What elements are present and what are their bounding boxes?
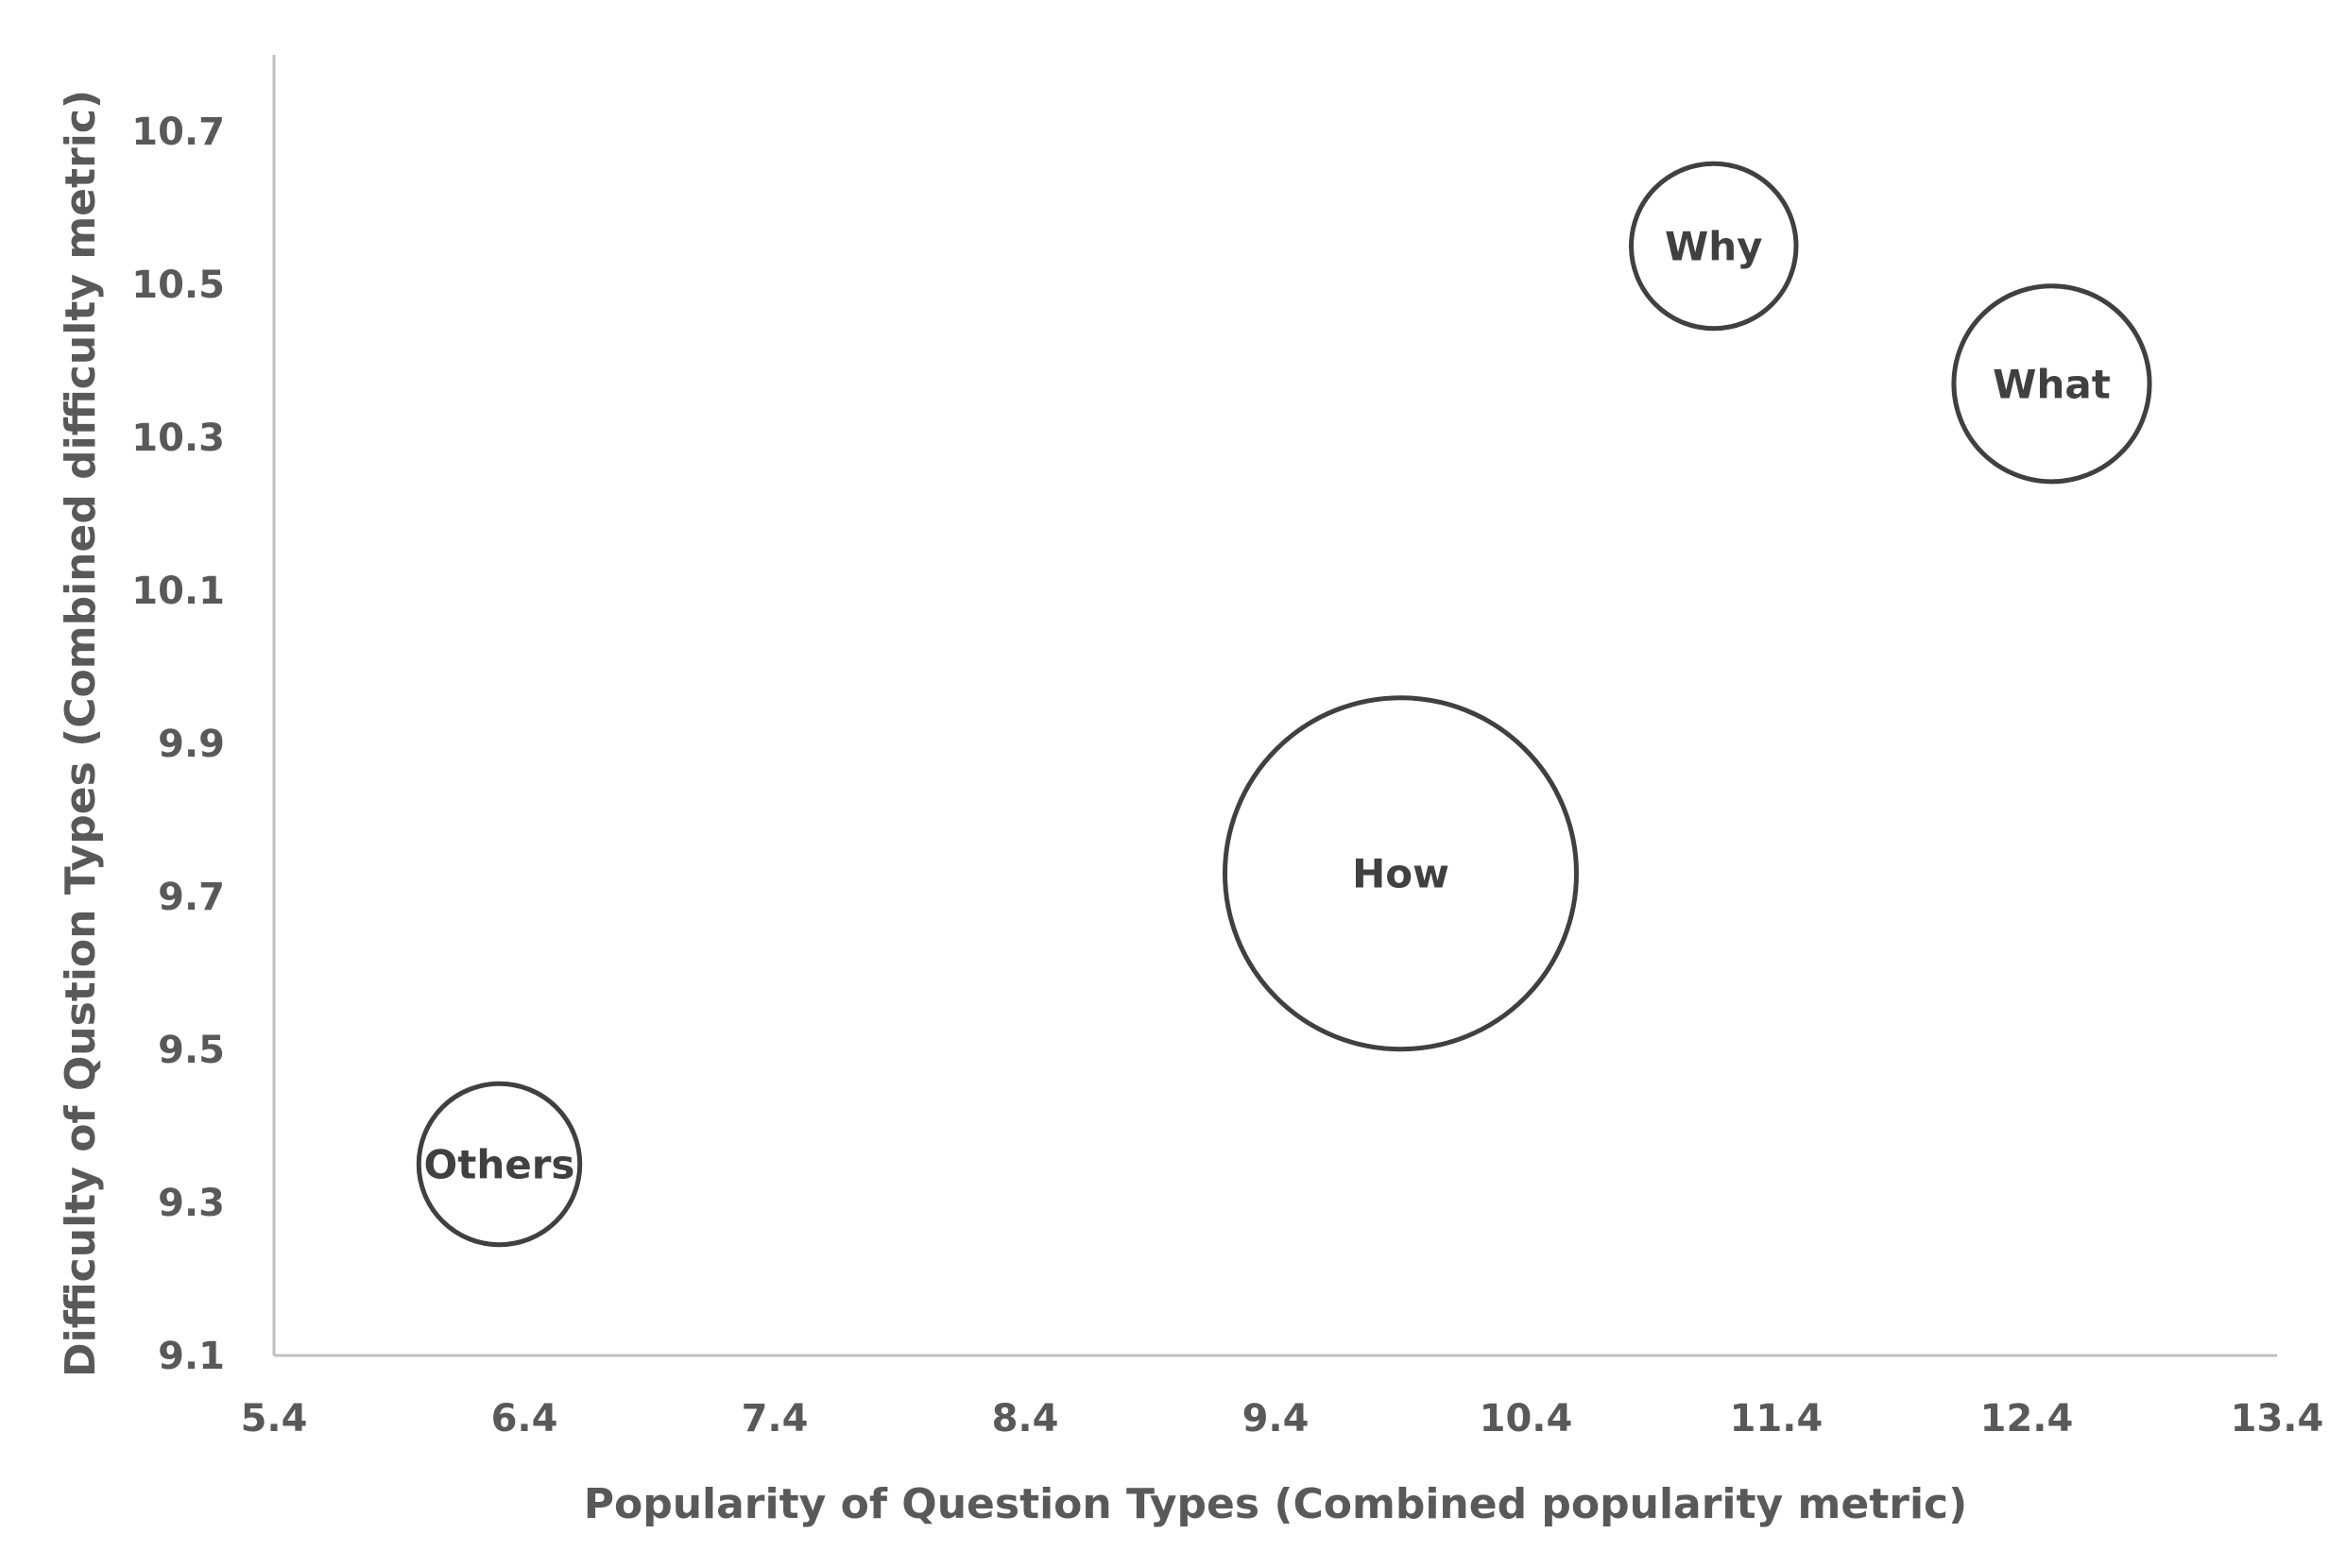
x-tick-label: 7.4 — [742, 1397, 809, 1440]
x-tick-label: 5.4 — [241, 1397, 308, 1440]
x-tick-label: 8.4 — [992, 1397, 1059, 1440]
y-tick-label: 10.5 — [131, 264, 225, 307]
bubble-what: What — [1951, 283, 2152, 485]
bubble-others: Others — [416, 1081, 583, 1248]
y-tick-label: 10.1 — [131, 570, 225, 613]
bubble-label: Why — [1665, 224, 1763, 270]
x-tick-label: 13.4 — [2231, 1397, 2324, 1440]
y-tick-label: 9.7 — [158, 876, 225, 919]
x-tick-label: 12.4 — [1980, 1397, 2074, 1440]
x-tick-label: 10.4 — [1480, 1397, 1573, 1440]
y-tick-label: 9.3 — [158, 1182, 225, 1225]
y-tick-label: 10.3 — [131, 417, 225, 460]
bubble-circle — [416, 1081, 583, 1248]
bubble-label: How — [1352, 851, 1449, 897]
y-tick-label: 9.5 — [158, 1029, 225, 1072]
x-axis-title: Popularity of Question Types (Combined p… — [584, 1480, 1968, 1528]
x-tick-label: 9.4 — [1242, 1397, 1310, 1440]
y-axis: 9.1 9.3 9.5 9.7 9.9 10.1 10.3 10.5 10.7 — [131, 55, 276, 1378]
bubbles: Others How Why What — [416, 161, 2152, 1248]
x-tick-labels: 5.4 6.4 7.4 8.4 9.4 10.4 11.4 12.4 13.4 — [241, 1397, 2324, 1440]
bubble-circle — [1223, 695, 1579, 1052]
x-axis: 5.4 6.4 7.4 8.4 9.4 10.4 11.4 12.4 13.4 — [241, 1354, 2324, 1440]
x-tick-label: 11.4 — [1730, 1397, 1824, 1440]
y-tick-label: 9.9 — [158, 723, 225, 766]
bubble-circle — [1951, 283, 2152, 485]
x-tick-label: 6.4 — [491, 1397, 558, 1440]
bubble-why: Why — [1629, 161, 1799, 332]
bubble-label: What — [1993, 361, 2111, 407]
y-tick-label: 9.1 — [158, 1335, 225, 1378]
y-tick-label: 10.7 — [131, 111, 225, 154]
bubble-circle — [1629, 161, 1799, 332]
bubble-how: How — [1223, 695, 1579, 1052]
y-tick-labels: 9.1 9.3 9.5 9.7 9.9 10.1 10.3 10.5 10.7 — [131, 111, 225, 1378]
y-axis-title: Difficulty of Qustion Types (Combined di… — [57, 90, 105, 1377]
bubble-label: Others — [424, 1142, 575, 1188]
